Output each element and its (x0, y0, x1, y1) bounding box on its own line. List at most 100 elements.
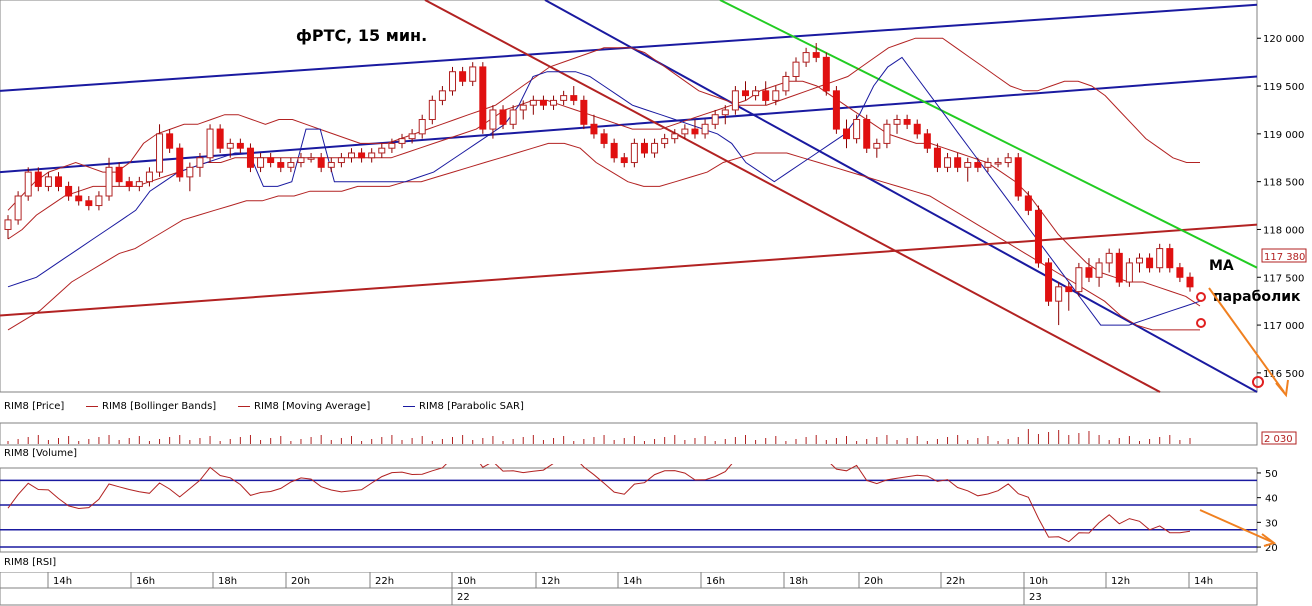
candle-body (65, 185, 73, 197)
candle-body (1024, 195, 1032, 211)
candle-body (944, 157, 952, 168)
candle-body (135, 181, 143, 187)
volume-plot-area (0, 422, 1258, 446)
y-tick-label: 119 000 (1263, 130, 1304, 141)
trendline-red-descending (424, 0, 1161, 393)
candle-body (408, 133, 416, 140)
candle-body (1075, 267, 1083, 293)
legend-item-sar: RIM8 [Parabolic SAR] (403, 401, 524, 412)
candle-body (519, 104, 527, 111)
candle-body (640, 142, 648, 154)
bollinger-lower-line (7, 142, 1200, 331)
time-ticks: 14h 16h 18h 20h 22h 10h 12h 14h 16h 18h 20h 22h 10h 1… (47, 572, 1213, 605)
candle-body (681, 128, 689, 135)
candle-body (590, 123, 598, 135)
candle-body (368, 152, 376, 159)
candle-body (812, 52, 820, 58)
candle-body (1135, 257, 1143, 264)
candle-body (236, 142, 244, 149)
rsi-tick-label: 30 (1265, 518, 1278, 529)
sar-marker-2 (1196, 318, 1206, 328)
candle-body (44, 176, 52, 187)
trendline-red-ascending (0, 223, 1258, 317)
candle-body (55, 176, 63, 187)
rsi-tick-label: 40 (1265, 494, 1278, 505)
candle-body (853, 119, 861, 140)
legend-swatch (238, 405, 250, 407)
candle-body (1105, 252, 1113, 264)
candle-body (287, 162, 295, 168)
candle-body (388, 142, 396, 149)
rsi-line (7, 464, 1191, 543)
rsi-forecast-arrow (1199, 509, 1273, 543)
annotation-ma: MA (1209, 258, 1234, 274)
candle-body (560, 95, 568, 101)
candle-body (1115, 252, 1123, 283)
price-legend: RIM8 [Price] RIM8 [Bollinger Bands] RIM8… (0, 398, 1312, 416)
candle-body (337, 157, 345, 164)
candle-body (14, 195, 22, 221)
rsi-y-axis: 20 30 40 50 (1257, 469, 1278, 554)
candle-body (459, 71, 467, 82)
candle-body (843, 128, 851, 140)
legend-item-price: RIM8 [Price] (4, 401, 65, 412)
volume-last-box (1261, 431, 1297, 445)
time-tick-label: 14h (623, 576, 642, 587)
legend-swatch (403, 405, 415, 407)
time-tick-label: 10h (457, 576, 476, 587)
candle-body (4, 219, 12, 230)
candle-body (34, 171, 42, 187)
candle-body (974, 162, 982, 168)
y-tick-label: 118 000 (1263, 225, 1304, 236)
candle-body (307, 157, 315, 160)
legend-label: RIM8 [Bollinger Bands] (102, 401, 217, 412)
candle-body (317, 157, 325, 168)
date-label: 22 (457, 592, 470, 603)
y-tick-label: 117 000 (1263, 321, 1304, 332)
candle-body (721, 109, 729, 116)
time-tick-label: 14h (1194, 576, 1213, 587)
candle-body (711, 114, 719, 125)
legend-item-bollinger: RIM8 [Bollinger Bands] (86, 401, 216, 412)
volume-last-label: 2 030 (1264, 434, 1293, 445)
candle-body (610, 142, 618, 159)
candle-body (954, 157, 962, 168)
candle-body (883, 123, 891, 144)
candle-body (297, 157, 305, 164)
chart-title: фРТС, 15 мин. (296, 26, 427, 45)
parabolic-sar (7, 56, 1201, 326)
candle-body (933, 147, 941, 168)
candle-body (1065, 286, 1073, 293)
candle-body (125, 181, 133, 187)
volume-chart: 2 030 (0, 422, 1297, 446)
y-tick-label: 118 500 (1263, 178, 1304, 189)
candle-body (105, 166, 113, 197)
y-tick-label: 119 500 (1263, 82, 1304, 93)
candle-body (893, 119, 901, 125)
candle-body (24, 171, 32, 197)
candle-body (580, 99, 588, 125)
time-tick-label: 12h (541, 576, 560, 587)
sar-marker-3 (1252, 376, 1264, 388)
last-price-box (1261, 248, 1307, 263)
forecast-arrow-line (1208, 287, 1285, 393)
candle-body (731, 90, 739, 111)
candle-body (1095, 262, 1103, 278)
candle-body (398, 138, 406, 144)
candle-body (529, 99, 537, 106)
candle-body (832, 90, 840, 130)
candle-body (691, 128, 699, 135)
candle-body (257, 157, 265, 168)
rsi-levels (0, 479, 1257, 548)
price-chart: 116 500 117 000 117 500 118 000 118 500 119 0… (0, 0, 1307, 398)
candle-body (570, 95, 578, 101)
rsi-plot-area (0, 467, 1258, 553)
forecast-arrows (1196, 287, 1289, 398)
candle-body (913, 123, 921, 135)
date-label: 23 (1029, 592, 1042, 603)
candle-body (923, 133, 931, 149)
trendline-blue-descending (544, 0, 1258, 393)
candle-body (246, 147, 254, 168)
candle-body (762, 90, 770, 101)
candle-body (226, 142, 234, 149)
